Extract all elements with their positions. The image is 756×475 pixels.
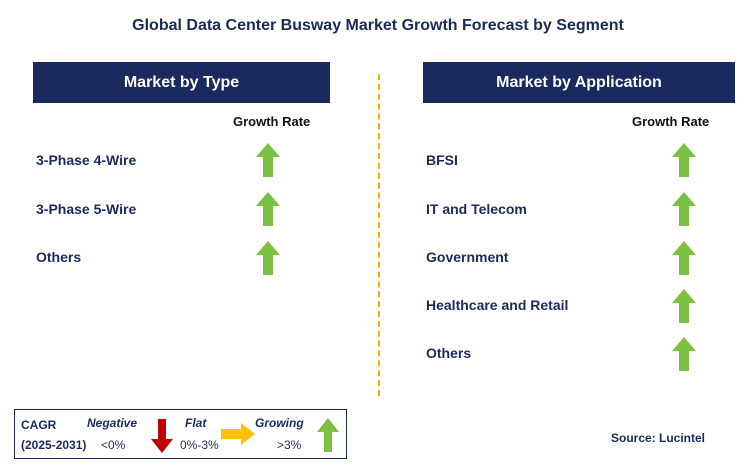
type-row-label: Others <box>36 249 82 265</box>
application-row-label: Healthcare and Retail <box>426 297 569 313</box>
application-row-label: Government <box>426 249 509 265</box>
application-row-label: BFSI <box>426 152 458 168</box>
market-by-type-header: Market by Type <box>33 62 330 103</box>
application-row-label: Others <box>426 345 472 361</box>
green-up-arrow-icon <box>672 337 696 371</box>
green-up-arrow-icon <box>672 143 696 177</box>
green-up-arrow-icon <box>672 241 696 275</box>
green-up-arrow-icon <box>256 143 280 177</box>
legend-cagr-label: CAGR <box>21 418 57 432</box>
legend-negative-label: Negative <box>87 416 138 430</box>
source-note: Source: Lucintel <box>611 431 706 445</box>
legend-period-label: (2025-2031) <box>21 438 87 452</box>
type-row-label: 3-Phase 4-Wire <box>36 152 137 168</box>
green-up-arrow-icon <box>256 241 280 275</box>
green-up-arrow-icon <box>672 289 696 323</box>
market-by-application-header: Market by Application <box>423 62 735 103</box>
legend-flat-label: Flat <box>185 416 207 430</box>
application-growth-rate-label: Growth Rate <box>632 114 710 129</box>
green-up-arrow-icon <box>672 192 696 226</box>
type-growth-rate-label: Growth Rate <box>233 114 311 129</box>
green-up-arrow-icon <box>317 418 339 452</box>
type-row-label: 3-Phase 5-Wire <box>36 201 137 217</box>
chart-title: Global Data Center Busway Market Growth … <box>132 17 624 34</box>
yellow-right-arrow-icon <box>221 423 255 445</box>
green-up-arrow-icon <box>256 192 280 226</box>
legend-negative-range: <0% <box>101 438 126 452</box>
legend-growing-range: >3% <box>277 438 302 452</box>
red-down-arrow-icon <box>151 419 173 453</box>
legend-flat-range: 0%-3% <box>180 438 219 452</box>
legend-box: CAGR (2025-2031) Negative <0% Flat 0%-3%… <box>14 409 347 459</box>
application-row-label: IT and Telecom <box>426 201 527 217</box>
panel-divider <box>378 74 380 396</box>
legend-growing-label: Growing <box>255 416 304 430</box>
